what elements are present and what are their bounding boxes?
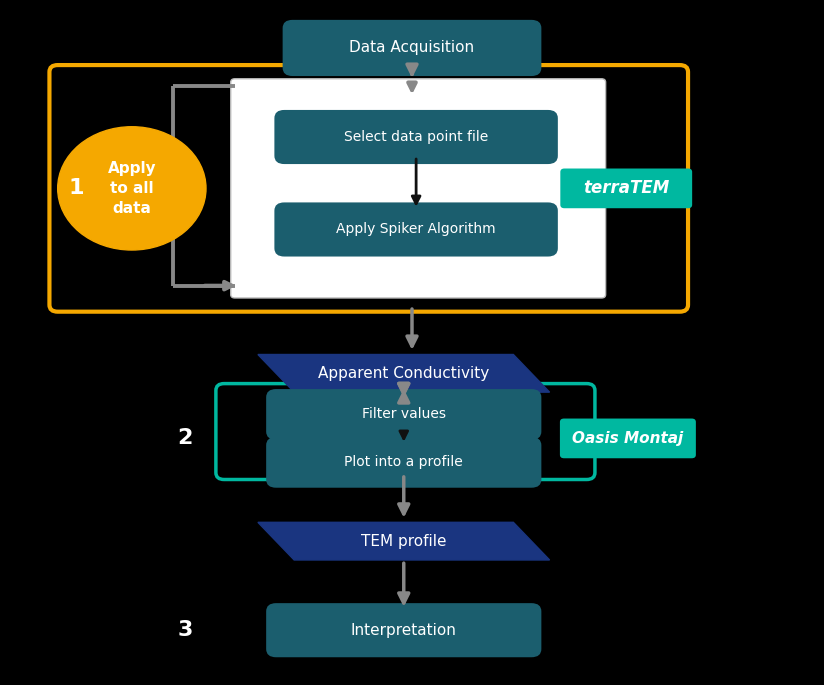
- FancyBboxPatch shape: [266, 389, 541, 440]
- Polygon shape: [258, 522, 550, 560]
- Text: Oasis Montaj: Oasis Montaj: [572, 431, 684, 446]
- FancyBboxPatch shape: [283, 20, 541, 76]
- Text: 3: 3: [178, 620, 193, 640]
- Text: Plot into a profile: Plot into a profile: [344, 456, 463, 469]
- Text: Apparent Conductivity: Apparent Conductivity: [318, 366, 489, 381]
- Text: Interpretation: Interpretation: [351, 623, 456, 638]
- Text: Apply Spiker Algorithm: Apply Spiker Algorithm: [336, 223, 496, 236]
- FancyBboxPatch shape: [560, 419, 695, 458]
- FancyBboxPatch shape: [266, 603, 541, 658]
- Text: 1: 1: [68, 178, 83, 199]
- Text: Data Acquisition: Data Acquisition: [349, 40, 475, 55]
- FancyBboxPatch shape: [231, 79, 606, 298]
- Text: Select data point file: Select data point file: [344, 130, 489, 144]
- Text: Filter values: Filter values: [362, 408, 446, 421]
- FancyBboxPatch shape: [274, 110, 558, 164]
- FancyBboxPatch shape: [560, 169, 692, 208]
- FancyBboxPatch shape: [274, 203, 558, 256]
- Circle shape: [58, 127, 206, 250]
- Text: terraTEM: terraTEM: [583, 179, 669, 197]
- Text: 2: 2: [178, 428, 193, 449]
- FancyBboxPatch shape: [266, 437, 541, 488]
- Text: TEM profile: TEM profile: [361, 534, 447, 549]
- Polygon shape: [258, 355, 550, 392]
- Text: Apply
to all
data: Apply to all data: [107, 161, 157, 216]
